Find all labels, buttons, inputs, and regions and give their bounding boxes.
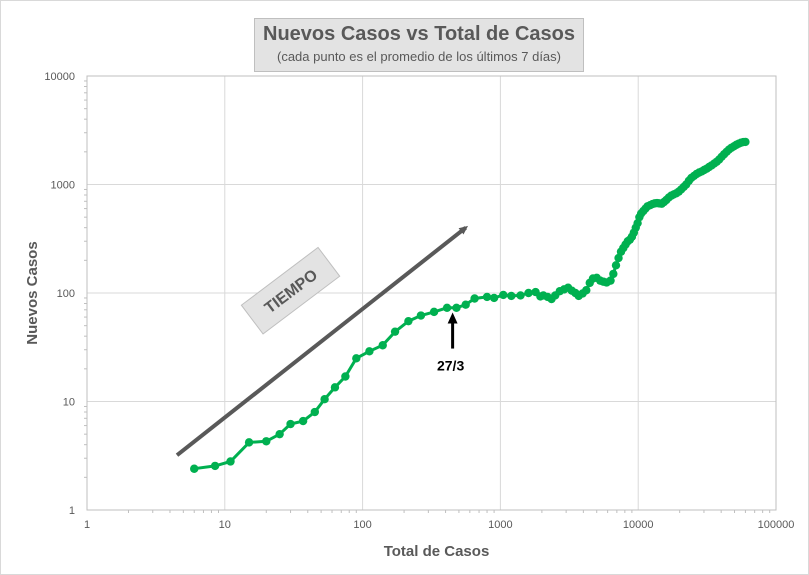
y-tick-label: 1	[69, 505, 75, 517]
data-point	[390, 327, 400, 336]
y-tick-label: 1000	[51, 180, 75, 192]
data-point	[226, 457, 235, 466]
tiempo-label-box	[240, 246, 341, 335]
tiempo-label-group: TIEMPO	[240, 246, 341, 335]
data-point	[611, 261, 621, 270]
data-point	[507, 291, 516, 301]
data-point	[310, 407, 320, 417]
data-point	[524, 288, 533, 298]
data-point	[606, 276, 615, 285]
x-axis-title: Total de Casos	[384, 543, 490, 560]
x-tick-label: 100000	[758, 519, 795, 531]
date-annotation-label: 27/3	[437, 358, 464, 374]
chart-subtitle: (cada punto es el promedio de los último…	[277, 49, 561, 64]
data-point	[365, 347, 374, 356]
x-tick-label: 100	[353, 519, 371, 531]
data-point	[452, 303, 461, 313]
data-point	[429, 307, 439, 317]
data-point	[489, 293, 499, 303]
y-tick-label: 10	[63, 397, 75, 409]
data-point	[298, 416, 308, 426]
data-point	[404, 316, 413, 326]
data-point	[286, 419, 295, 429]
data-point	[499, 290, 508, 300]
data-point	[341, 372, 350, 381]
data-point	[614, 253, 623, 263]
data-point	[416, 311, 426, 320]
y-tick-label: 100	[57, 288, 75, 300]
y-tick-label: 10000	[44, 71, 75, 83]
trend-arrow	[175, 225, 469, 457]
data-point	[275, 429, 284, 439]
data-point	[461, 300, 470, 309]
data-point	[741, 137, 750, 147]
x-tick-label: 10000	[623, 519, 654, 531]
data-point	[470, 294, 479, 303]
data-point	[210, 461, 220, 471]
x-tick-label: 10	[219, 519, 231, 531]
data-point	[190, 464, 199, 473]
plot-area-border	[86, 75, 777, 511]
x-tick-label: 1000	[488, 519, 512, 531]
data-point	[320, 395, 329, 404]
data-point	[609, 269, 618, 279]
y-axis-title: Nuevos Casos	[24, 241, 41, 344]
data-point	[244, 438, 254, 447]
data-point	[442, 303, 452, 313]
data-point	[482, 292, 492, 302]
data-point	[352, 354, 361, 363]
data-point	[378, 341, 387, 350]
chart-title-box: Nuevos Casos vs Total de Casos (cada pun…	[254, 18, 584, 72]
data-point	[262, 437, 271, 446]
x-tick-label: 1	[84, 519, 90, 531]
data-point	[582, 286, 591, 295]
data-point	[330, 383, 340, 392]
chart-title: Nuevos Casos vs Total de Casos	[263, 23, 575, 45]
data-point	[516, 291, 525, 300]
